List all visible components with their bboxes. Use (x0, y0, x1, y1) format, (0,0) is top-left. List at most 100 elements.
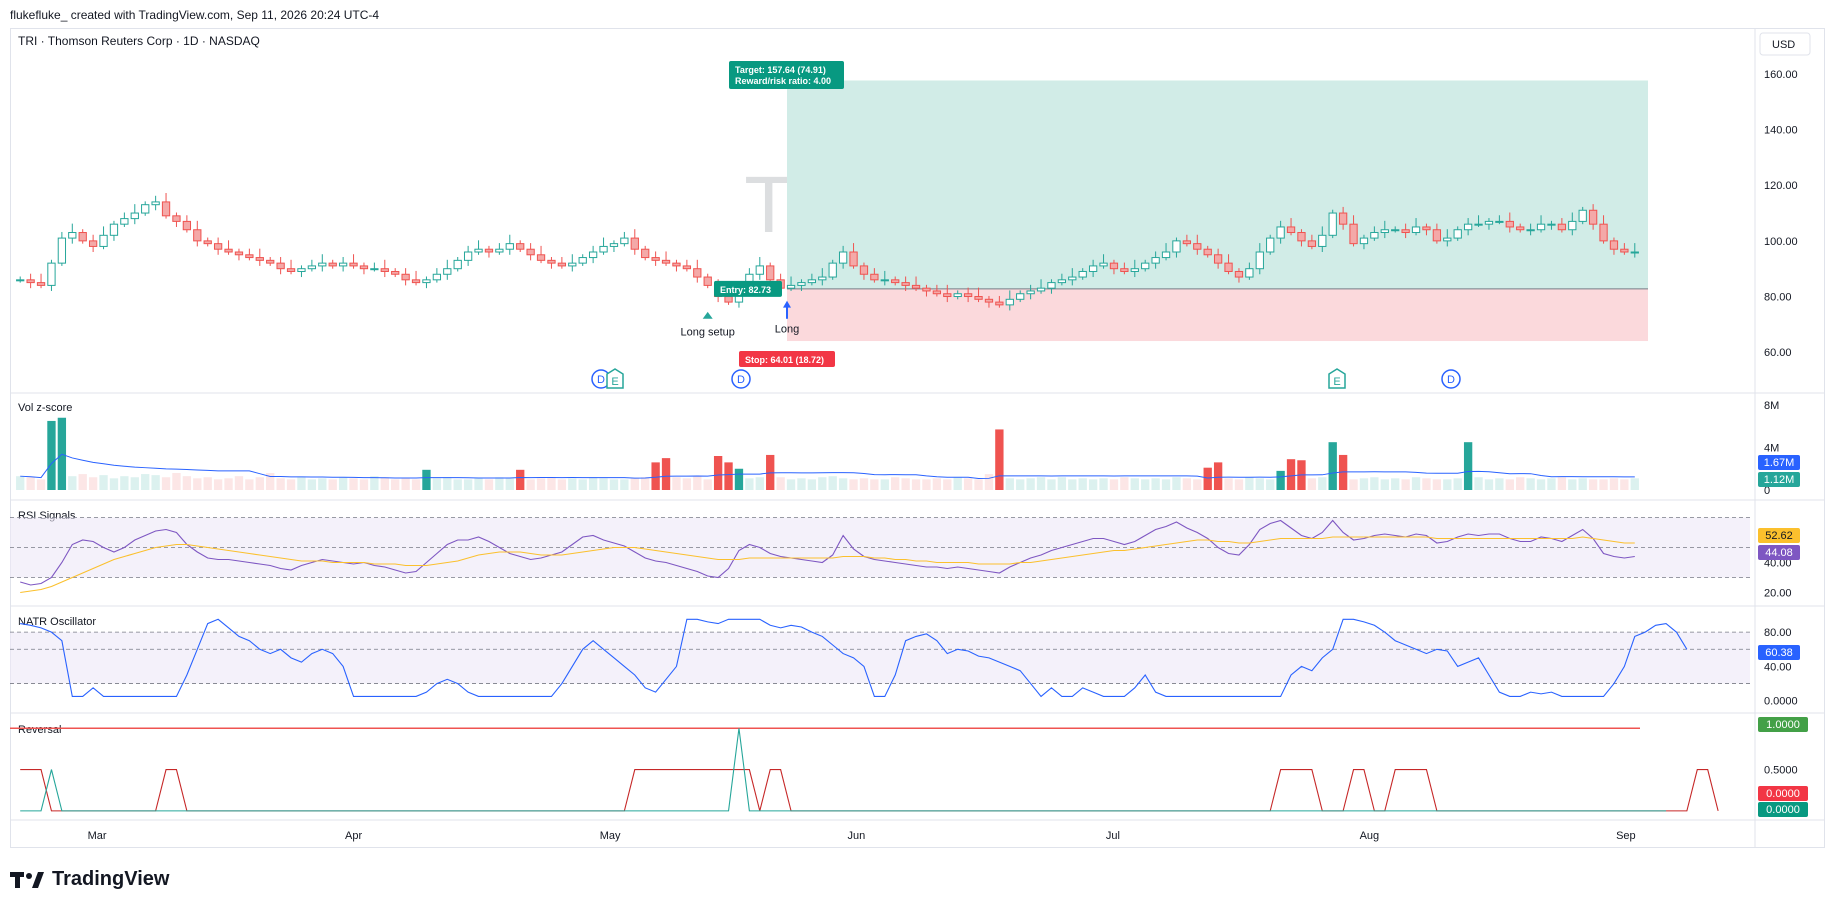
candle-body (922, 287, 931, 292)
reversal-last-value-box (1758, 802, 1808, 817)
rsi-last-value-box (1758, 545, 1800, 560)
trade-annotations[interactable]: Target: 157.64 (74.91)Reward/risk ratio:… (591, 61, 1461, 389)
volume-bar (786, 479, 796, 490)
stop-label: Stop: 64.01 (18.72) (745, 355, 824, 365)
volume-bar (1547, 478, 1556, 490)
volume-bar (109, 478, 119, 490)
candle-body (422, 279, 431, 284)
volume-bar (1088, 479, 1098, 490)
candle-body (1380, 229, 1389, 234)
volume-bars (16, 417, 1639, 490)
volume-bar (36, 479, 46, 490)
candle-body (1349, 223, 1358, 245)
candle-body (99, 234, 108, 247)
volume-bar (193, 478, 202, 490)
candle-body (47, 262, 56, 286)
candle-body (1495, 220, 1504, 223)
volume-bar (1276, 470, 1285, 490)
earnings-badge (1328, 368, 1346, 389)
candle-body (1536, 223, 1546, 231)
candle-body (849, 251, 858, 267)
volume-bar (1213, 462, 1223, 490)
volume-bar (1120, 477, 1129, 490)
volume-bar (1609, 478, 1619, 490)
candle-body (453, 259, 462, 270)
candle-body (463, 251, 473, 261)
volume-bar (453, 479, 462, 490)
volume-bar (1505, 479, 1514, 490)
volume-bar (755, 477, 764, 490)
candle-body (818, 276, 827, 281)
candle-body (547, 259, 556, 264)
volume-bar (78, 474, 87, 490)
volume-bar (213, 479, 223, 490)
author-line: flukefluke_ created with TradingView.com… (10, 8, 380, 22)
candle-body (797, 282, 806, 286)
stop-label-box (739, 351, 835, 368)
volume-bar (130, 477, 139, 490)
price-tick-label: 60.00 (1764, 347, 1792, 359)
volume-bar (682, 478, 692, 490)
dividend-badge (1441, 369, 1461, 389)
rsi-line (20, 519, 1635, 586)
position-zones[interactable] (787, 80, 1648, 342)
candle-body (411, 279, 421, 284)
candle-body (1141, 262, 1150, 270)
candle-body (1630, 251, 1639, 254)
natr-line (10, 618, 1750, 698)
candle-body (1338, 212, 1348, 225)
candle-body (359, 265, 369, 270)
candle-body (1401, 229, 1410, 234)
volume-bar (1161, 479, 1171, 490)
reversal-last-value: 0.0000 (1766, 804, 1800, 816)
candle-body (859, 265, 869, 275)
entry-label-box (714, 280, 782, 297)
rsi-tick-label: 40.00 (1764, 558, 1792, 570)
volume-bar (911, 479, 921, 490)
volume-bar (526, 479, 535, 490)
candle-body (1016, 293, 1025, 300)
candle-body (1088, 265, 1098, 272)
earnings-badge-label: E (611, 376, 618, 388)
volume-bar (828, 476, 837, 490)
candle-body (880, 279, 889, 282)
natr-band-fill (10, 632, 1750, 684)
volume-bar (1016, 479, 1025, 490)
candle-body (484, 248, 494, 253)
volume-bar (1630, 478, 1639, 490)
candle-body (78, 232, 87, 242)
volume-bar (953, 477, 962, 490)
reversal-line (20, 769, 1719, 812)
volume-last-value-box (1758, 472, 1800, 487)
tradingview-logo[interactable]: TradingView (10, 868, 169, 891)
candle-body (1443, 237, 1452, 242)
candle-body (26, 279, 35, 284)
candle-body (1036, 287, 1046, 292)
time-tick-label: Jun (847, 830, 865, 842)
candle-body (838, 251, 848, 264)
volume-bar (588, 477, 598, 490)
volume-bar (401, 478, 410, 490)
candle-body (536, 254, 546, 261)
volume-last-value-box (1758, 455, 1800, 470)
candle-body (276, 262, 285, 270)
volume-bar (141, 474, 150, 490)
volume-bar (557, 479, 567, 490)
volume-bar (1245, 477, 1254, 490)
candle-body (328, 262, 337, 267)
volume-bar (745, 478, 754, 490)
volume-bar (1057, 477, 1067, 490)
volume-bar (1224, 478, 1233, 490)
chart-frame[interactable] (10, 28, 1825, 848)
time-tick-label: Apr (345, 830, 362, 842)
volume-bar (1286, 459, 1296, 490)
currency-button[interactable] (1759, 32, 1811, 56)
candle-body (1099, 262, 1108, 267)
volume-bar (776, 477, 785, 490)
candle-body (609, 243, 619, 247)
volume-bar (1599, 479, 1608, 490)
candle-body (1609, 240, 1619, 250)
candle-body (318, 262, 327, 267)
candle-body (1057, 279, 1067, 284)
